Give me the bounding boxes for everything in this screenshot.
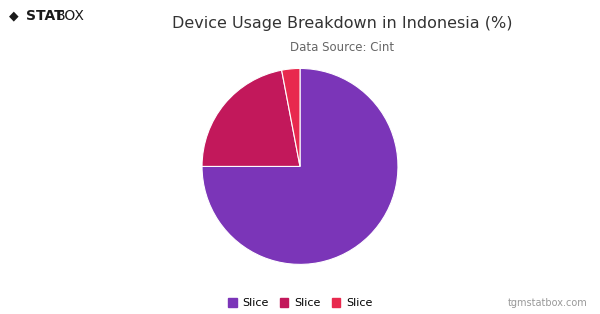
Text: Device Usage Breakdown in Indonesia (%): Device Usage Breakdown in Indonesia (%) <box>172 16 512 31</box>
Text: BOX: BOX <box>56 9 85 24</box>
Text: tgmstatbox.com: tgmstatbox.com <box>508 298 588 308</box>
Wedge shape <box>281 68 300 166</box>
Legend: Slice, Slice, Slice: Slice, Slice, Slice <box>223 294 377 313</box>
Text: STAT: STAT <box>26 9 64 24</box>
Wedge shape <box>202 70 300 166</box>
Text: ◆: ◆ <box>9 9 19 22</box>
Text: Data Source: Cint: Data Source: Cint <box>290 41 394 54</box>
Wedge shape <box>202 68 398 264</box>
